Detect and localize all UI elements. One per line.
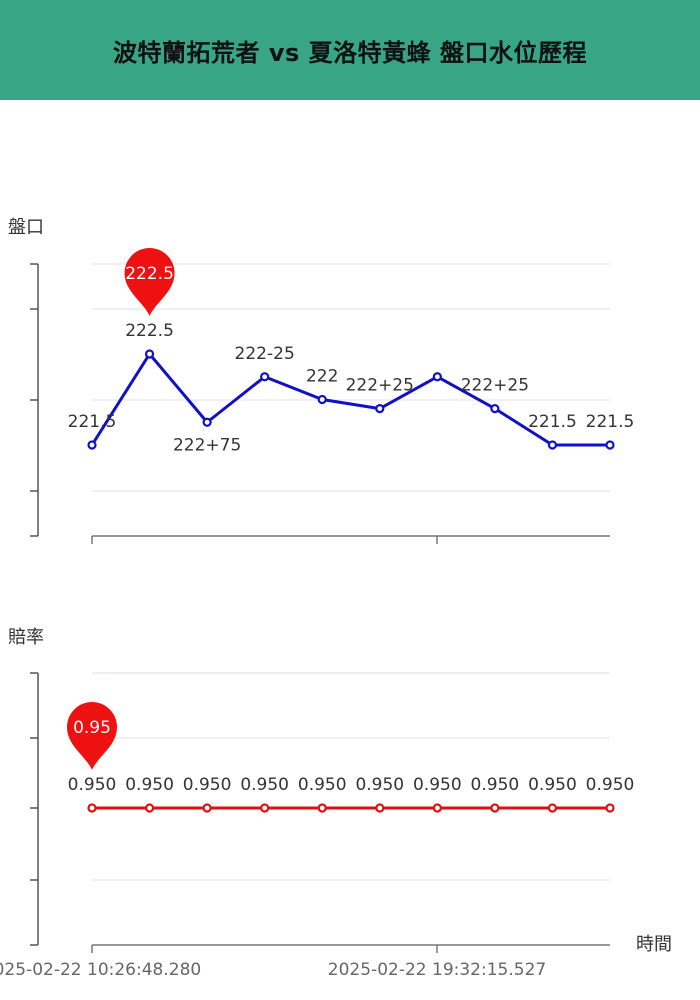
data-label: 0.950 [68, 775, 117, 795]
odds-y-axis [30, 672, 39, 946]
pin-shape [67, 702, 117, 770]
data-point [605, 440, 615, 450]
data-label: 221.5 [68, 412, 117, 432]
data-label: 221.5 [586, 412, 635, 432]
data-point [144, 349, 155, 359]
data-point [490, 803, 500, 813]
data-label: 0.950 [125, 775, 174, 795]
odds-y-axis-label: 賠率 [8, 627, 44, 648]
handicap-series: 221.5 222.5 222+75 222-25 222 222+25 222+25 221… [68, 248, 635, 455]
odds-series: 0.950 0.950 0.950 0.950 0.950 0.950 0.950 0.950… [67, 702, 635, 813]
data-label: 222+25 [346, 376, 414, 396]
page-title: 波特蘭拓荒者 vs 夏洛特黃蜂 盤口水位歷程 [113, 38, 587, 67]
data-point [202, 417, 212, 427]
data-label: 0.950 [413, 775, 462, 795]
data-point [432, 803, 442, 813]
max-marker-pin: 222.5 [124, 248, 175, 316]
odds-gridlines [92, 672, 610, 881]
data-point [202, 803, 212, 813]
pin-shape [124, 248, 175, 316]
data-point [87, 803, 97, 813]
data-point [87, 440, 97, 450]
max-marker-label: 222.5 [125, 264, 174, 284]
data-label: 222.5 [125, 321, 174, 341]
header-bar: 波特蘭拓荒者 vs 夏洛特黃蜂 盤口水位歷程 [0, 0, 700, 100]
data-label: 0.950 [355, 775, 404, 795]
data-label: 0.950 [471, 775, 520, 795]
data-point [317, 803, 327, 813]
data-point [432, 372, 442, 382]
data-label: 0.950 [240, 775, 289, 795]
data-label: 222+25 [461, 376, 529, 396]
data-label: 0.950 [586, 775, 635, 795]
handicap-y-axis [30, 263, 39, 537]
data-point [260, 372, 270, 382]
series-line [90, 352, 610, 447]
data-point [375, 803, 385, 813]
data-label: 221.5 [528, 412, 577, 432]
handicap-x-axis [91, 535, 610, 544]
data-point [547, 803, 558, 813]
handicap-y-axis-label: 盤口 [8, 217, 44, 238]
odds-x-axis [91, 944, 610, 953]
x-axis-label: 時間 [636, 934, 672, 955]
data-point [260, 803, 270, 813]
data-point [144, 803, 155, 813]
x-tick-label: 2025-02-22 10:26:48.280 [0, 960, 201, 980]
data-label: 0.950 [528, 775, 577, 795]
data-label: 0.950 [298, 775, 347, 795]
data-point [547, 440, 558, 450]
max-marker-label: 0.95 [73, 718, 111, 738]
handicap-gridlines [92, 263, 610, 492]
data-point [605, 803, 615, 813]
data-point [490, 404, 500, 414]
data-point [375, 404, 385, 414]
x-tick-label: 2025-02-22 19:32:15.527 [328, 960, 546, 980]
odds-history-chart: 盤口 221.5 222.5 222+75 222-25 222 222+25 222+25… [0, 217, 672, 980]
data-label: 0.950 [183, 775, 232, 795]
data-point [317, 394, 327, 405]
max-marker-pin: 0.95 [67, 702, 117, 770]
handicap-chart: 盤口 221.5 222.5 222+75 222-25 222 222+25 222+25… [8, 217, 634, 544]
data-label: 222+75 [173, 435, 241, 455]
data-label: 222 [306, 367, 338, 387]
odds-chart: 賠率 0.950 0.950 0.950 0.950 0.950 0.950 0.950 0.… [0, 627, 672, 980]
data-label: 222-25 [235, 344, 295, 364]
